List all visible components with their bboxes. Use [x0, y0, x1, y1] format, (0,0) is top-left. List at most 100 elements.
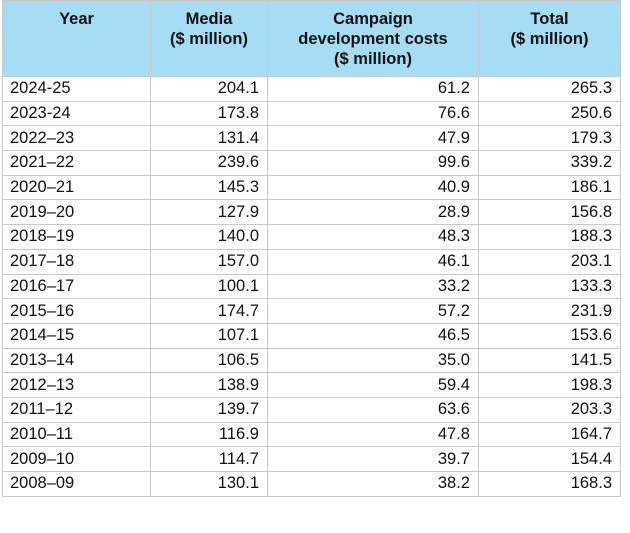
year-cell: 2019–20	[2, 199, 151, 226]
media-cell: 130.1	[150, 471, 268, 497]
total-cell: 203.1	[478, 248, 621, 275]
year-cell: 2023-24	[2, 100, 151, 127]
table-row: 2013–14 106.5 35.0 141.5	[2, 347, 621, 374]
media-cell: 114.7	[150, 446, 268, 472]
campaign-costs-cell: 76.6	[267, 100, 479, 127]
campaign-costs-cell: 61.2	[267, 76, 479, 102]
media-cell: 107.1	[150, 322, 268, 349]
header-line: ($ million)	[170, 30, 248, 48]
table-row: 2024-25 204.1 61.2 265.3	[2, 76, 621, 102]
media-cell: 138.9	[150, 372, 268, 398]
header-line: Total	[530, 10, 569, 28]
total-cell: 179.3	[478, 125, 621, 152]
table-header: Year Media ($ million) Campaign development …	[2, 0, 621, 77]
total-cell: 203.3	[478, 396, 621, 423]
year-cell: 2015–16	[2, 298, 151, 324]
media-cell: 145.3	[150, 174, 268, 201]
table-row: 2010–11 116.9 47.8 164.7	[2, 421, 621, 448]
total-cell: 133.3	[478, 273, 621, 300]
year-cell: 2010–11	[2, 421, 151, 448]
year-cell: 2018–19	[2, 224, 151, 250]
campaign-costs-cell: 35.0	[267, 347, 479, 374]
year-cell: 2011–12	[2, 396, 151, 423]
media-header: Media ($ million)	[150, 0, 268, 77]
media-cell: 174.7	[150, 298, 268, 324]
total-cell: 198.3	[478, 372, 621, 398]
total-cell: 156.8	[478, 199, 621, 226]
table-row: 2017–18 157.0 46.1 203.1	[2, 248, 621, 275]
total-cell: 153.6	[478, 322, 621, 349]
header-row: Year Media ($ million) Campaign development …	[2, 0, 621, 77]
media-cell: 204.1	[150, 76, 268, 102]
campaign-costs-cell: 40.9	[267, 174, 479, 201]
total-header: Total ($ million)	[478, 0, 621, 77]
total-cell: 154.4	[478, 446, 621, 472]
year-cell: 2017–18	[2, 248, 151, 275]
total-cell: 250.6	[478, 100, 621, 127]
campaign-costs-cell: 33.2	[267, 273, 479, 300]
total-cell: 186.1	[478, 174, 621, 201]
year-cell: 2009–10	[2, 446, 151, 472]
campaign-costs-cell: 48.3	[267, 224, 479, 250]
year-cell: 2020–21	[2, 174, 151, 201]
header-line: Campaign	[333, 10, 413, 28]
table-row: 2012–13 138.9 59.4 198.3	[2, 372, 621, 398]
campaign-costs-cell: 46.5	[267, 322, 479, 349]
table-row: 2011–12 139.7 63.6 203.3	[2, 396, 621, 423]
total-cell: 231.9	[478, 298, 621, 324]
year-cell: 2024-25	[2, 76, 151, 102]
media-cell: 100.1	[150, 273, 268, 300]
media-cell: 127.9	[150, 199, 268, 226]
media-cell: 139.7	[150, 396, 268, 423]
table-row: 2008–09 130.1 38.2 168.3	[2, 471, 621, 497]
campaign-costs-cell: 99.6	[267, 150, 479, 176]
table-row: 2021–22 239.6 99.6 339.2	[2, 150, 621, 176]
year-cell: 2013–14	[2, 347, 151, 374]
media-cell: 140.0	[150, 224, 268, 250]
total-cell: 164.7	[478, 421, 621, 448]
table-row: 2020–21 145.3 40.9 186.1	[2, 174, 621, 201]
table-row: 2015–16 174.7 57.2 231.9	[2, 298, 621, 324]
campaign-costs-cell: 28.9	[267, 199, 479, 226]
campaign-costs-cell: 57.2	[267, 298, 479, 324]
campaign-costs-cell: 38.2	[267, 471, 479, 497]
header-line: development costs	[298, 30, 448, 48]
campaign-costs-cell: 47.9	[267, 125, 479, 152]
media-cell: 173.8	[150, 100, 268, 127]
campaign-costs-cell: 47.8	[267, 421, 479, 448]
year-cell: 2012–13	[2, 372, 151, 398]
campaign-costs-cell: 39.7	[267, 446, 479, 472]
year-cell: 2021–22	[2, 150, 151, 176]
total-cell: 141.5	[478, 347, 621, 374]
table-body: 2024-25 204.1 61.2 265.3 2023-24 173.8 76.6 250…	[2, 76, 621, 497]
header-line: Year	[59, 10, 94, 28]
table-row: 2022–23 131.4 47.9 179.3	[2, 125, 621, 152]
header-line: ($ million)	[334, 50, 412, 68]
table-row: 2009–10 114.7 39.7 154.4	[2, 446, 621, 472]
data-table: Year Media ($ million) Campaign development …	[2, 0, 621, 497]
media-cell: 239.6	[150, 150, 268, 176]
table-row: 2014–15 107.1 46.5 153.6	[2, 322, 621, 349]
media-cell: 116.9	[150, 421, 268, 448]
year-cell: 2022–23	[2, 125, 151, 152]
campaign-costs-header: Campaign development costs ($ million)	[267, 0, 479, 77]
campaign-costs-cell: 46.1	[267, 248, 479, 275]
year-cell: 2016–17	[2, 273, 151, 300]
table-row: 2018–19 140.0 48.3 188.3	[2, 224, 621, 250]
campaign-costs-cell: 63.6	[267, 396, 479, 423]
year-header: Year	[2, 0, 151, 77]
table-row: 2023-24 173.8 76.6 250.6	[2, 100, 621, 127]
header-line: Media	[185, 10, 233, 28]
year-cell: 2008–09	[2, 471, 151, 497]
total-cell: 339.2	[478, 150, 621, 176]
media-cell: 157.0	[150, 248, 268, 275]
media-cell: 131.4	[150, 125, 268, 152]
table-row: 2019–20 127.9 28.9 156.8	[2, 199, 621, 226]
total-cell: 265.3	[478, 76, 621, 102]
campaign-costs-cell: 59.4	[267, 372, 479, 398]
media-cell: 106.5	[150, 347, 268, 374]
total-cell: 168.3	[478, 471, 621, 497]
year-cell: 2014–15	[2, 322, 151, 349]
table-row: 2016–17 100.1 33.2 133.3	[2, 273, 621, 300]
header-line: ($ million)	[510, 30, 589, 48]
